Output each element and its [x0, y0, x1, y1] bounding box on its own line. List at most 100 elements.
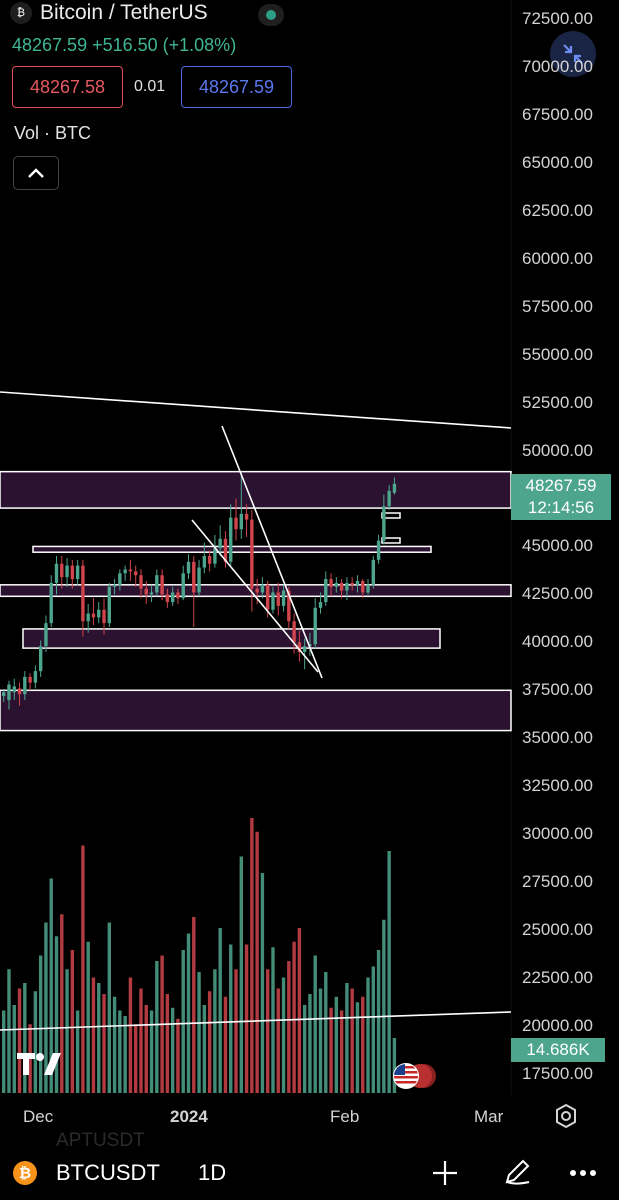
- volume-bar: [207, 991, 212, 1093]
- spread-value: 0.01: [134, 78, 166, 95]
- buy-button[interactable]: 48267.59: [181, 66, 292, 108]
- volume-bar: [186, 933, 191, 1093]
- volume-bar: [376, 950, 381, 1093]
- candle-body: [97, 609, 101, 618]
- candle-body: [387, 490, 391, 507]
- price-axis-label: 70000.00: [522, 56, 593, 76]
- candle-body: [197, 567, 201, 593]
- candle-body: [33, 671, 38, 683]
- candle-body: [276, 592, 280, 606]
- volume-bar: [38, 955, 43, 1093]
- volume-bar: [281, 977, 286, 1093]
- volume-bar: [134, 1024, 138, 1093]
- volume-bar: [165, 994, 170, 1093]
- settings-icon[interactable]: [553, 1103, 579, 1129]
- candle-body: [339, 582, 344, 591]
- candle-body: [255, 588, 259, 593]
- candle-body: [44, 623, 48, 647]
- volume-bar: [44, 922, 48, 1093]
- volume-indicator-label[interactable]: Vol · BTC: [14, 123, 92, 143]
- volume-bar: [91, 977, 96, 1093]
- candle-body: [144, 588, 148, 595]
- volume-bar: [392, 1038, 397, 1093]
- candle-body: [260, 584, 265, 593]
- volume-bar: [292, 941, 296, 1093]
- volume-bar: [339, 1010, 344, 1093]
- volume-bar: [118, 1010, 122, 1093]
- candle-body: [123, 569, 127, 574]
- candle-body: [334, 582, 339, 587]
- price-axis-label: 45000.00: [522, 536, 593, 556]
- last-price-badge: 48267.59 12:14:56: [511, 474, 611, 520]
- candlestick-series: [2, 471, 397, 710]
- candle-body: [12, 686, 16, 693]
- time-label-feb: Feb: [330, 1107, 360, 1126]
- candle-body: [38, 646, 43, 672]
- collapse-arrows-icon[interactable]: [550, 31, 596, 77]
- price-zone: [22, 628, 441, 649]
- volume-bar: [329, 1007, 333, 1093]
- volume-bar: [345, 983, 349, 1093]
- candle-body: [28, 676, 32, 683]
- volume-bar: [371, 966, 375, 1093]
- volume-bar: [65, 969, 69, 1093]
- us-flag-icon[interactable]: [390, 1062, 440, 1090]
- volume-bar: [202, 1005, 207, 1093]
- price-axis-label: 52500.00: [522, 392, 593, 412]
- volume-bar: [302, 1005, 307, 1093]
- plus-icon[interactable]: [430, 1158, 460, 1188]
- price-zone: [0, 470, 512, 509]
- volume-bar: [144, 1005, 148, 1093]
- candle-body: [297, 642, 302, 652]
- price-axis-label: 37500.00: [522, 680, 593, 700]
- candle-body: [134, 571, 138, 576]
- volume-bar: [366, 977, 370, 1093]
- chart-grid: [0, 0, 512, 1095]
- volume-bars: [2, 818, 397, 1093]
- candle-body: [213, 548, 217, 564]
- bottom-toolbar: [0, 1146, 619, 1200]
- pen-icon[interactable]: [502, 1157, 532, 1187]
- candle-body: [70, 565, 75, 580]
- volume-bar: [318, 988, 323, 1093]
- candle-body: [308, 644, 312, 647]
- volume-bar: [97, 983, 101, 1093]
- volume-bar: [308, 994, 312, 1093]
- volume-bar: [149, 1010, 154, 1093]
- interval-selector[interactable]: 1D: [198, 1160, 227, 1185]
- price-axis-label: 25000.00: [522, 920, 593, 940]
- chevron-up-icon[interactable]: [13, 156, 59, 190]
- more-icon[interactable]: [568, 1160, 598, 1186]
- volume-bar: [250, 818, 254, 1093]
- time-label-mar: Mar: [474, 1107, 504, 1126]
- sell-button[interactable]: 48267.58: [12, 66, 123, 108]
- volume-bar: [197, 972, 201, 1093]
- volume-bar: [287, 961, 291, 1093]
- candle-body: [17, 688, 22, 695]
- candle-body: [239, 513, 243, 530]
- symbol-title[interactable]: ₿ Bitcoin / TetherUS: [10, 1, 208, 25]
- candle-body: [60, 563, 64, 578]
- price-axis-label: 40000.00: [522, 632, 593, 652]
- candle-body: [176, 592, 180, 599]
- candle-body: [102, 609, 106, 624]
- volume-bar: [128, 977, 133, 1093]
- price-axis-label: 67500.00: [522, 104, 593, 124]
- time-label-dec: Dec: [23, 1107, 54, 1126]
- volume-bar: [139, 988, 143, 1093]
- candle-body: [287, 590, 291, 622]
- volume-bar: [176, 1018, 180, 1093]
- volume-bar: [244, 944, 249, 1093]
- candle-body: [118, 573, 122, 585]
- volume-bar: [382, 919, 386, 1093]
- volume-bar: [54, 936, 59, 1093]
- candle-body: [382, 506, 386, 541]
- price-axis-label: 62500.00: [522, 200, 593, 220]
- candle-body: [23, 676, 27, 695]
- price-axis-label: 55000.00: [522, 344, 593, 364]
- candle-body: [49, 582, 53, 624]
- candle-body: [244, 513, 249, 520]
- symbol-selector[interactable]: BTCUSDT: [56, 1160, 160, 1185]
- volume-bar: [260, 873, 265, 1093]
